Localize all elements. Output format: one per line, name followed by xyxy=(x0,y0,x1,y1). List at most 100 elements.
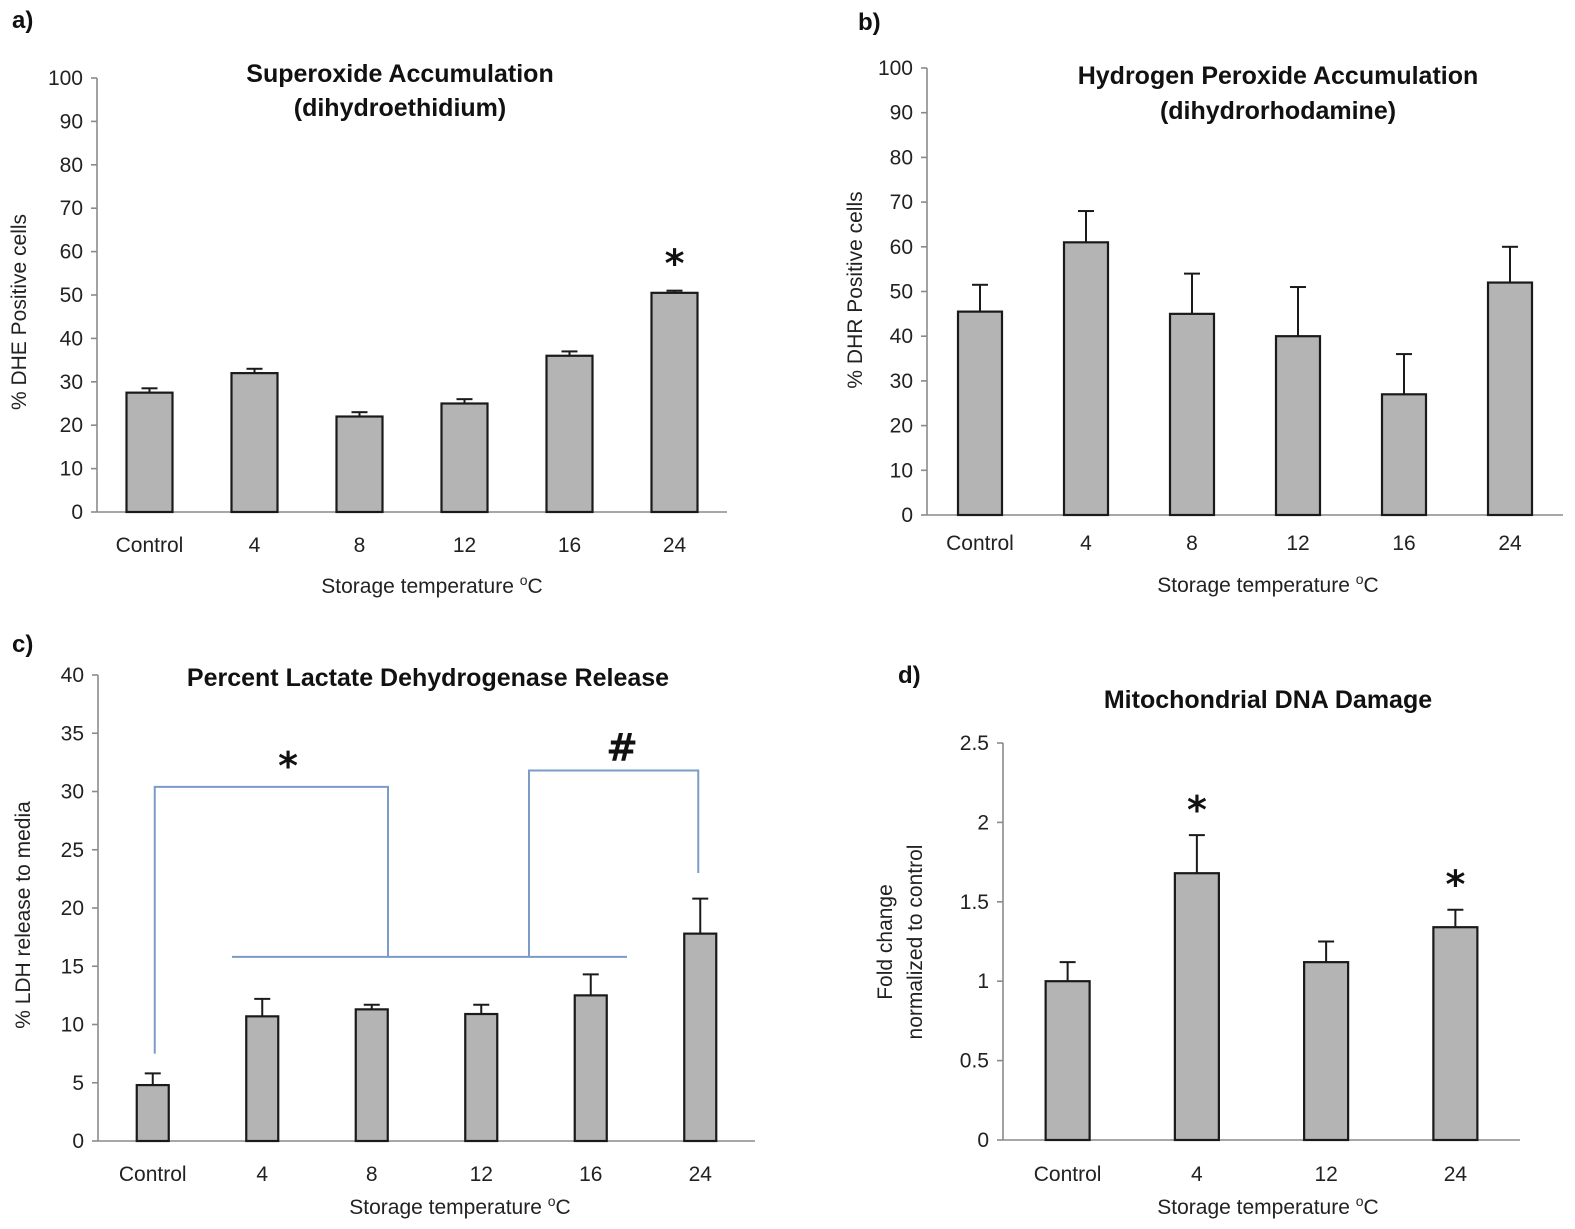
y-tick-label: 20 xyxy=(61,897,84,920)
panel-label: d) xyxy=(898,662,921,689)
x-tick-label: 24 xyxy=(663,534,687,557)
x-axis-label: Storage temperature oC xyxy=(349,1193,570,1219)
y-tick-label: 0.5 xyxy=(960,1050,989,1073)
y-tick-label: 30 xyxy=(61,781,84,804)
chart-title: (dihydroethidium) xyxy=(294,94,506,122)
y-axis-label: % LDH release to media xyxy=(12,801,35,1029)
y-tick-label: 90 xyxy=(890,102,913,125)
y-axis-label: Fold change xyxy=(874,884,897,1000)
bar-16 xyxy=(1380,393,1428,517)
chart-panel-1: a) Superoxide Accumulation (dihydroethidiu… xyxy=(8,7,727,598)
x-tick-label: Control xyxy=(1034,1163,1102,1186)
x-axis-label-unit: C xyxy=(1364,1196,1379,1219)
y-tick-label: 70 xyxy=(890,191,913,214)
x-tick-label: 16 xyxy=(1392,532,1415,555)
x-tick-label: 12 xyxy=(470,1163,493,1186)
x-tick-label: Control xyxy=(946,532,1014,555)
bar-16 xyxy=(545,354,594,514)
y-tick-label: 0 xyxy=(71,501,83,524)
bracket-hash xyxy=(528,769,700,957)
chart-panel-4: d) Mitochondrial DNA Damage 0 0.5 1 1.5 2 2.5 Co… xyxy=(874,662,1520,1219)
y-tick-label: 40 xyxy=(60,327,83,350)
y-tick-label: 80 xyxy=(890,146,913,169)
y-tick-label: 0 xyxy=(72,1130,84,1153)
x-tick-label: 4 xyxy=(1080,532,1092,555)
y-axis-label: % DHR Positive cells xyxy=(844,191,867,388)
x-tick-label: 4 xyxy=(249,534,261,557)
y-tick-label: 10 xyxy=(60,458,83,481)
significance-marker: * xyxy=(1445,863,1465,907)
y-tick-label: 1.5 xyxy=(960,891,989,914)
x-axis-label-sup: o xyxy=(520,572,528,588)
y-tick-label: 35 xyxy=(61,722,84,745)
chart-panel-2: b) Hydrogen Peroxide Accumulation (dihydro… xyxy=(844,9,1563,597)
bracket-hash-label: # xyxy=(606,726,638,770)
chart-panel-3: c) Percent Lactate Dehydrogenase Release 0… xyxy=(12,631,755,1219)
y-tick-label: 40 xyxy=(61,664,84,687)
bar-8 xyxy=(335,415,384,514)
x-axis-label-sup: o xyxy=(1356,1193,1364,1209)
y-tick-label: 90 xyxy=(60,110,83,133)
bar-Control xyxy=(1044,980,1091,1142)
x-tick-label: 24 xyxy=(689,1163,713,1186)
significance-marker: * xyxy=(665,242,685,286)
y-tick-label: 5 xyxy=(72,1072,84,1095)
bracket-star xyxy=(153,785,389,1054)
chart-title: Mitochondrial DNA Damage xyxy=(1104,686,1432,714)
bar-12 xyxy=(464,1012,499,1143)
bar-24 xyxy=(1432,926,1479,1142)
y-tick-label: 15 xyxy=(61,955,84,978)
chart-title: Hydrogen Peroxide Accumulation xyxy=(1078,62,1479,90)
y-axis-label: normalized to control xyxy=(904,845,927,1040)
x-axis-label-sup: o xyxy=(548,1193,556,1209)
y-tick-label: 0 xyxy=(977,1129,989,1152)
x-axis-label-sup: o xyxy=(1356,571,1364,587)
x-axis-label: Storage temperature oC xyxy=(1157,1193,1378,1219)
x-tick-label: 8 xyxy=(1186,532,1198,555)
x-tick-label: 24 xyxy=(1444,1163,1468,1186)
bar-8 xyxy=(1168,312,1216,517)
chart-title: Percent Lactate Dehydrogenase Release xyxy=(187,664,669,692)
bar-12 xyxy=(1303,961,1350,1142)
x-axis-label: Storage temperature oC xyxy=(321,572,542,598)
bar-4 xyxy=(1062,241,1110,517)
y-tick-label: 40 xyxy=(890,325,913,348)
chart-title: Superoxide Accumulation xyxy=(246,60,553,88)
x-tick-label: 8 xyxy=(366,1163,378,1186)
y-tick-label: 80 xyxy=(60,154,83,177)
y-tick-label: 10 xyxy=(61,1014,84,1037)
y-tick-label: 60 xyxy=(60,241,83,264)
panel-label: b) xyxy=(858,9,881,36)
bar-24 xyxy=(650,291,699,514)
y-tick-label: 100 xyxy=(48,67,83,90)
y-tick-label: 0 xyxy=(901,504,913,527)
bar-4 xyxy=(230,372,279,514)
bar-4 xyxy=(245,1015,280,1143)
y-tick-label: 10 xyxy=(890,459,913,482)
x-tick-label: 8 xyxy=(354,534,366,557)
bar-Control xyxy=(125,391,174,514)
x-tick-label: 12 xyxy=(1286,532,1309,555)
x-tick-label: Control xyxy=(119,1163,187,1186)
y-tick-label: 1 xyxy=(977,970,989,993)
y-tick-label: 2 xyxy=(977,811,989,834)
y-tick-label: 70 xyxy=(60,197,83,220)
y-tick-label: 2.5 xyxy=(960,732,989,755)
y-tick-label: 50 xyxy=(890,281,913,304)
x-tick-label: 4 xyxy=(1191,1163,1203,1186)
bar-12 xyxy=(440,402,489,514)
bar-Control xyxy=(956,310,1004,517)
x-tick-label: 12 xyxy=(453,534,476,557)
x-tick-label: 16 xyxy=(579,1163,602,1186)
chart-title: (dihydrorhodamine) xyxy=(1160,97,1396,125)
y-tick-label: 20 xyxy=(890,415,913,438)
bar-16 xyxy=(573,994,608,1143)
panel-label: c) xyxy=(12,631,33,658)
y-tick-label: 100 xyxy=(878,57,913,80)
x-tick-label: 4 xyxy=(256,1163,268,1186)
significance-marker: * xyxy=(1187,788,1207,832)
y-tick-label: 30 xyxy=(890,370,913,393)
x-axis-label-unit: C xyxy=(528,575,543,598)
x-tick-label: 12 xyxy=(1314,1163,1337,1186)
